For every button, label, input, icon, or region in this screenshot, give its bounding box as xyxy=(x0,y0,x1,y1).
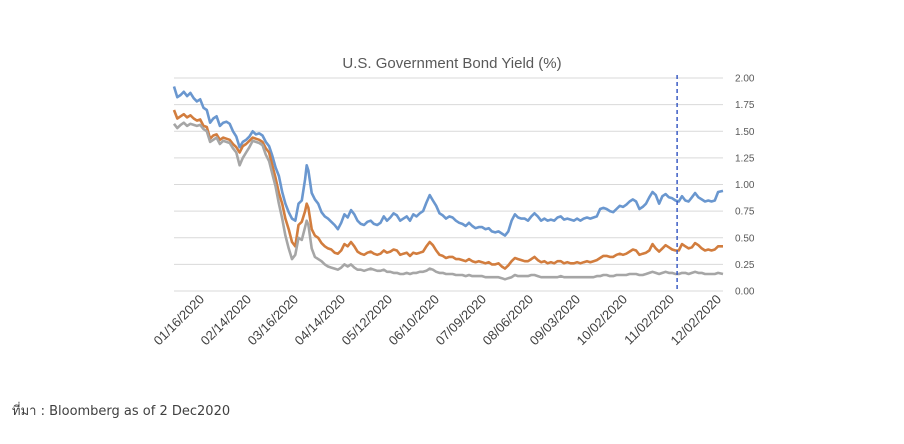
y-tick-label: 1.25 xyxy=(735,153,755,164)
x-tick-label: 12/02/2020 xyxy=(667,292,724,349)
series-line-gray xyxy=(172,121,724,281)
data-series xyxy=(172,86,724,281)
y-tick-label: 0.75 xyxy=(735,207,755,218)
source-note: ที่มา : Bloomberg as of 2 Dec2020 xyxy=(12,404,231,419)
y-tick-label: 0.50 xyxy=(735,233,755,244)
y-tick-label: 2.00 xyxy=(735,74,755,85)
y-axis-ticks: 0.00 0.25 0.50 0.75 1.00 1.25 1.50 1.75 2.00 xyxy=(735,74,755,298)
y-tick-label: 0.00 xyxy=(735,287,755,298)
x-tick-label: 10/02/2020 xyxy=(573,292,630,349)
y-tick-label: 1.75 xyxy=(735,100,755,111)
gridlines xyxy=(174,77,723,292)
y-tick-label: 1.00 xyxy=(735,180,755,191)
y-tick-label: 1.50 xyxy=(735,127,755,138)
y-tick-label: 0.25 xyxy=(735,260,755,271)
chart-title: U.S. Government Bond Yield (%) xyxy=(342,55,561,72)
series-line-blue xyxy=(172,86,724,237)
x-axis-ticks: 01/16/202002/14/202003/16/202004/14/2020… xyxy=(150,292,724,349)
series-line-orange xyxy=(172,109,723,270)
